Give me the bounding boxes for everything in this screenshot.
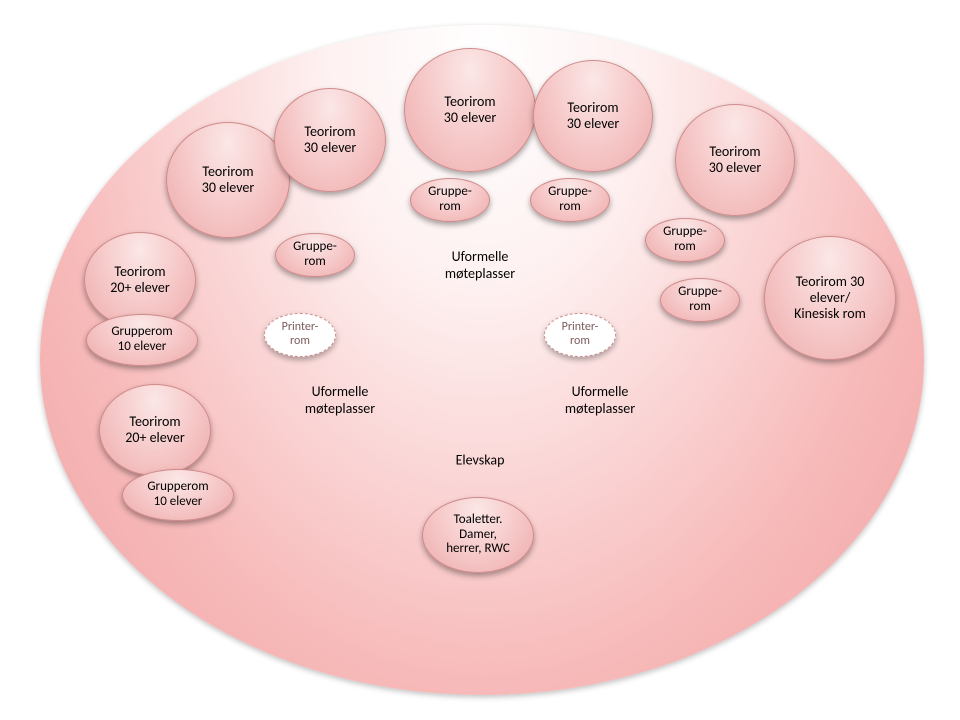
- node-grp2: Gruppe- rom: [410, 178, 490, 222]
- label-uf2: Uformelle møteplasser: [260, 383, 420, 417]
- node-grp10b: Grupperom 10 elever: [122, 469, 234, 521]
- node-teori4: Teorirom 30 elever: [533, 60, 653, 172]
- label-elev: Elevskap: [400, 452, 560, 469]
- node-toilet: Toaletter. Damer, herrer, RWC: [422, 497, 534, 573]
- diagram-canvas: { "canvas": { "width": 960, "height": 72…: [0, 0, 960, 720]
- node-teori5: Teorirom 30 elever: [675, 104, 795, 216]
- node-grp3: Gruppe- rom: [530, 178, 610, 222]
- node-grp10a: Grupperom 10 elever: [86, 314, 198, 366]
- node-teori8: Teorirom 20+ elever: [99, 384, 211, 476]
- node-teori6: Teorirom 30 elever/ Kinesisk rom: [764, 236, 896, 360]
- node-teori3: Teorirom 30 elever: [404, 48, 536, 172]
- node-prn1: Printer- rom: [264, 313, 336, 357]
- label-uf3: Uformelle møteplasser: [520, 383, 680, 417]
- node-grp1: Gruppe- rom: [275, 233, 355, 277]
- label-uf1: Uformelle møteplasser: [400, 248, 560, 282]
- node-teori2: Teorirom 30 elever: [274, 88, 386, 192]
- node-grp4: Gruppe- rom: [645, 218, 725, 262]
- node-grp5: Gruppe- rom: [660, 278, 740, 322]
- node-prn2: Printer- rom: [544, 313, 616, 357]
- node-teori1: Teorirom 30 elever: [166, 122, 290, 238]
